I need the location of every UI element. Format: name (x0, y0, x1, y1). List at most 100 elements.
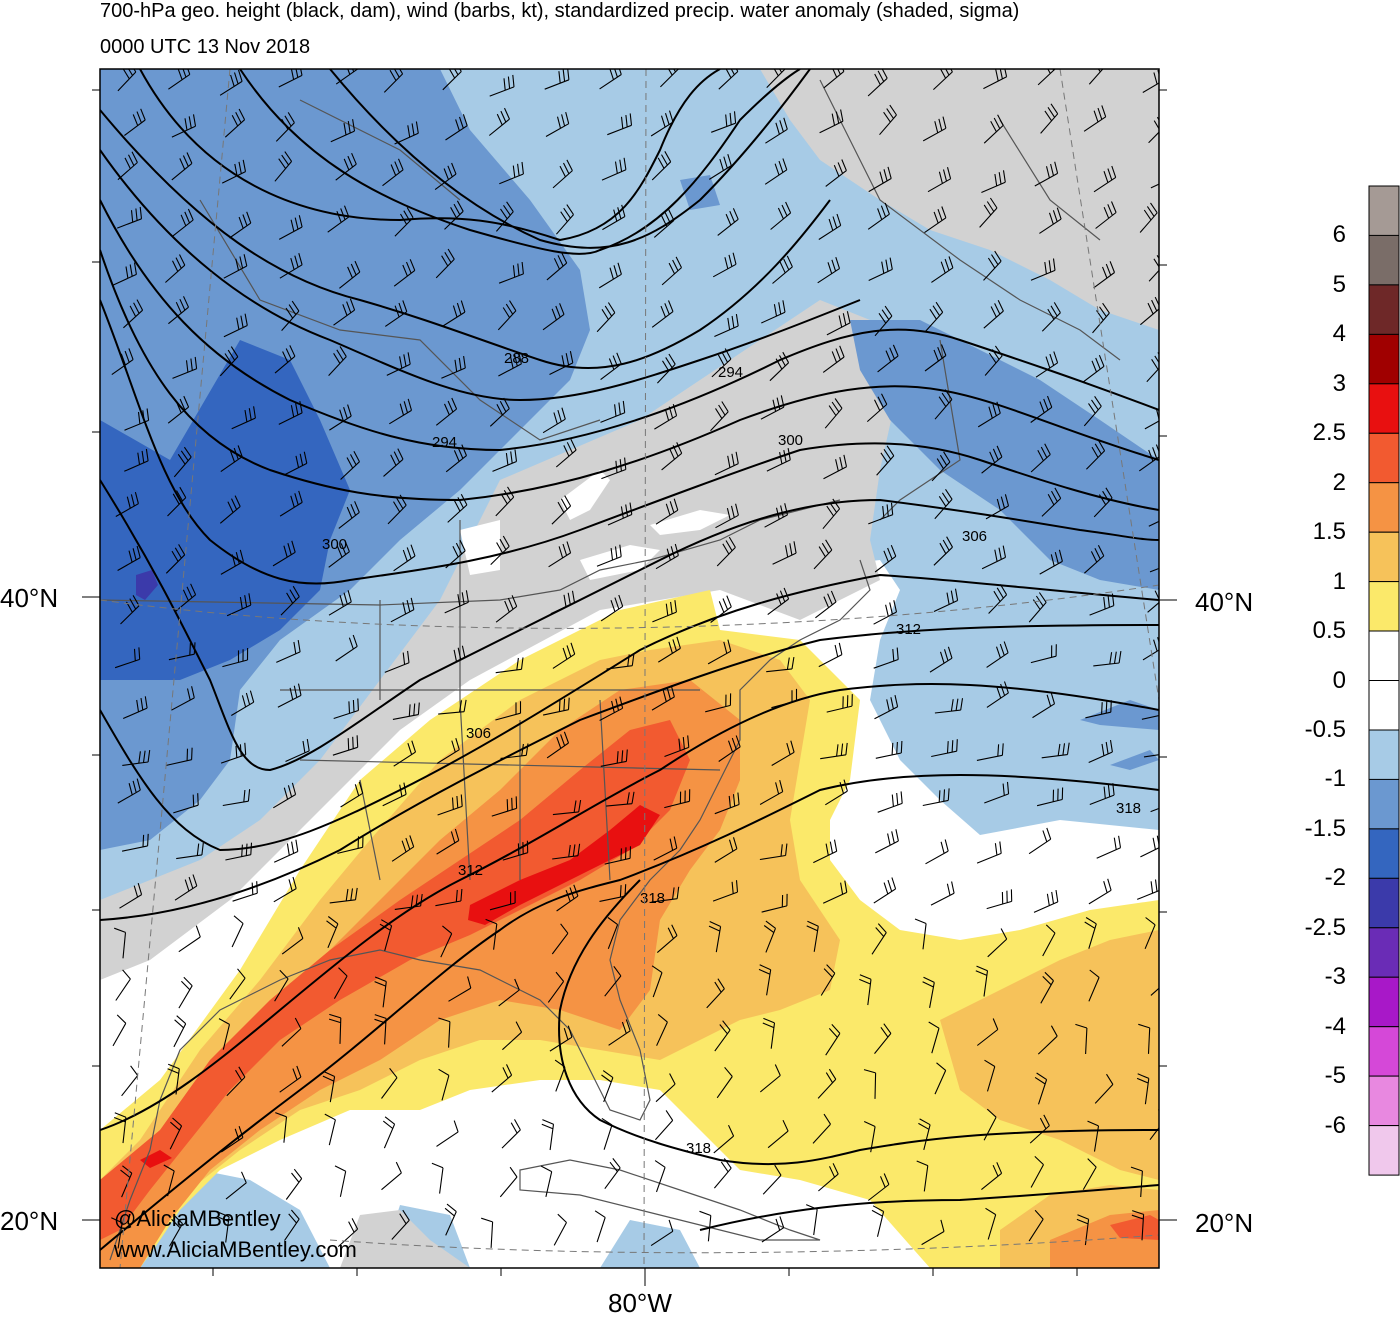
wind-barb (285, 1168, 303, 1200)
wind-barb (340, 450, 360, 480)
wind-barb (1089, 593, 1115, 616)
wind-barb (921, 1219, 945, 1246)
wind-barb (1082, 1158, 1097, 1190)
contour-label: 300 (322, 536, 347, 553)
wind-barb (826, 311, 851, 336)
wind-barb (813, 839, 838, 864)
wind-barb (502, 840, 529, 861)
wind-barb (601, 1070, 614, 1103)
wind-barb (984, 1059, 996, 1092)
wind-barb (981, 545, 1007, 570)
wind-barb (275, 1112, 288, 1143)
wind-barb (868, 257, 893, 281)
wind-barb (600, 400, 626, 423)
wind-barb (229, 211, 252, 239)
wind-barb (337, 835, 364, 854)
wind-barb (374, 976, 387, 1008)
wind-barb (498, 261, 524, 284)
wind-barb (436, 1120, 459, 1147)
contour-label: 312 (896, 621, 921, 638)
contour-label: 300 (778, 432, 803, 449)
colorbar-swatch (1368, 383, 1400, 434)
wind-barb (867, 69, 888, 97)
wind-barb (549, 350, 574, 375)
wind-barb (927, 167, 952, 193)
wind-barb (547, 971, 565, 1003)
wind-barb (555, 204, 574, 235)
contour-label: 294 (718, 364, 743, 381)
wind-barb (1029, 1114, 1050, 1144)
wind-barb (120, 595, 140, 625)
colorbar-label: -2 (1324, 864, 1346, 892)
wind-barb (122, 696, 148, 720)
wind-barb (922, 116, 947, 142)
wind-barb (438, 699, 467, 715)
wind-barb (326, 916, 339, 949)
colorbar-swatch (1368, 778, 1400, 830)
wind-barb (819, 109, 844, 134)
wind-barb (499, 161, 524, 185)
wind-barb (1136, 879, 1159, 900)
contour-label: 318 (686, 1140, 711, 1157)
colorbar-swatch (1368, 828, 1400, 879)
wind-barb (555, 439, 577, 468)
wind-barb (930, 881, 955, 906)
wind-barb (608, 1019, 631, 1046)
wind-barb (114, 647, 141, 669)
wind-barb (1094, 1073, 1114, 1104)
wind-barb (335, 69, 358, 85)
wind-barb (874, 694, 899, 720)
colorbar-label: 0 (1332, 666, 1346, 694)
wind-barb (602, 204, 626, 231)
wind-barb (381, 1161, 402, 1191)
wind-barb (933, 588, 959, 612)
credit-handle: @AliciaMBentley (114, 1206, 281, 1231)
wind-barb (124, 408, 150, 431)
colorbar-swatch (1368, 680, 1400, 731)
wind-barb (279, 1065, 302, 1093)
wind-barb (497, 300, 517, 331)
wind-barb (173, 793, 199, 814)
wind-barb (707, 639, 732, 665)
wind-barb (601, 1117, 613, 1150)
wind-barb (983, 69, 1008, 90)
wind-barb (1033, 890, 1059, 913)
wind-barb (178, 925, 201, 953)
wind-barb (174, 874, 198, 901)
wind-barb (389, 398, 413, 425)
wind-barb (219, 346, 239, 377)
wind-barb (812, 1113, 831, 1144)
wind-barb (219, 69, 243, 96)
wind-barb (123, 299, 144, 329)
wind-barb (710, 595, 732, 623)
wind-barb (502, 1021, 523, 1051)
wind-barb (285, 739, 310, 763)
wind-barb (986, 681, 1009, 708)
wind-barb (382, 782, 407, 807)
wind-barb (322, 1071, 336, 1103)
wind-barb (1093, 165, 1117, 193)
wind-barb (826, 694, 853, 713)
wind-barb (600, 594, 624, 622)
wind-barb (383, 69, 404, 93)
wind-barb (124, 448, 149, 472)
wind-barb (876, 445, 895, 476)
wind-barb (708, 921, 722, 953)
wind-barb (551, 923, 569, 955)
wind-barb (495, 201, 514, 232)
anomaly-below-1-5 (680, 175, 720, 210)
colorbar-swatch (1368, 630, 1400, 681)
wind-barb (931, 451, 951, 482)
wind-barb (655, 543, 679, 570)
wind-barb (1040, 103, 1059, 134)
wind-barb (335, 634, 358, 662)
wind-barb (163, 1164, 175, 1197)
wind-barb (445, 539, 466, 569)
wind-barb (485, 918, 498, 950)
wind-barb (596, 302, 616, 333)
wind-barb (762, 1017, 776, 1049)
wind-barb (604, 1158, 621, 1190)
colorbar-swatch (1368, 877, 1400, 929)
contour-label: 312 (458, 862, 483, 879)
wind-barb (875, 829, 899, 854)
